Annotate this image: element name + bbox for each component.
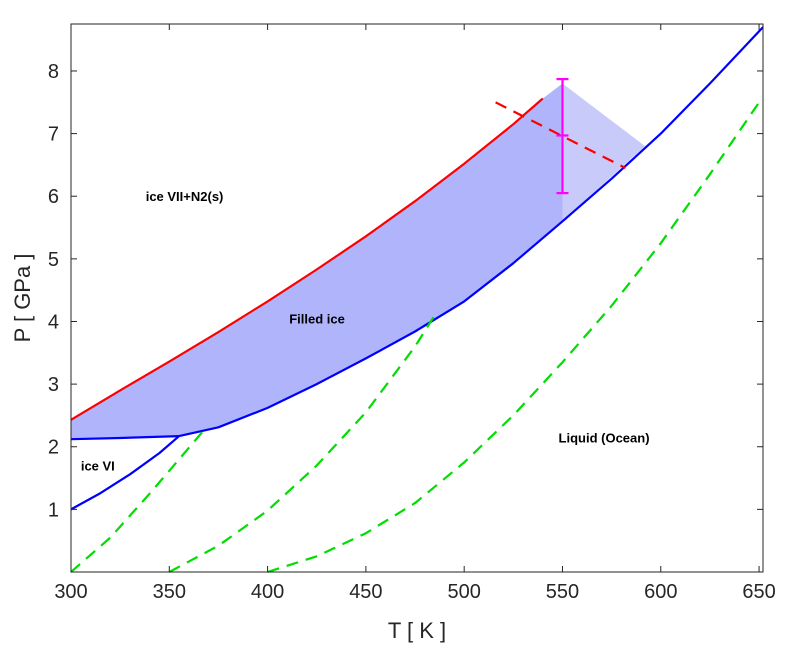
x-tick-label: 550	[546, 581, 579, 603]
y-tick-label: 4	[48, 311, 59, 333]
y-axis-title: P [ GPa ]	[10, 254, 35, 343]
filled-ice-region	[71, 83, 563, 440]
uncertainty-triangle	[562, 83, 645, 222]
ice-VI-melting-line	[70, 435, 180, 511]
upper-boundary-line	[70, 97, 544, 421]
region-label: Liquid (Ocean)	[559, 430, 650, 445]
lower-boundary-line	[178, 26, 764, 438]
y-tick-label: 3	[48, 374, 59, 396]
estimate-line-line	[495, 101, 626, 169]
geotherm-2-line	[168, 311, 438, 573]
region-label: ice VII+N2(s)	[146, 189, 224, 204]
error-bar-layer	[556, 78, 569, 195]
x-tick-label: 350	[153, 581, 186, 603]
x-tick-label: 600	[644, 581, 677, 603]
tick-layer: 300 350 400 450 500 550 600 650 1 2 3 4 5 6 7 8	[48, 24, 776, 603]
axes-frame	[70, 23, 764, 573]
region-label: Filled ice	[289, 311, 345, 326]
geotherm-1-line	[70, 428, 206, 573]
region-label: ice VI	[81, 459, 115, 474]
x-tick-label: 500	[447, 581, 480, 603]
y-tick-label: 5	[48, 249, 59, 271]
y-tick-label: 6	[48, 186, 59, 208]
x-axis-title: T [ K ]	[388, 618, 446, 643]
series-layer	[70, 26, 764, 574]
ice-VI-boundary-line	[70, 435, 180, 441]
plot-frame	[70, 23, 764, 573]
region-label-layer: ice VII+N2(s) Filled ice ice VI Liquid (Oce…	[81, 189, 650, 473]
x-tick-label: 400	[251, 581, 284, 603]
y-tick-label: 7	[48, 124, 59, 146]
x-tick-label: 650	[742, 581, 775, 603]
y-tick-label: 1	[48, 499, 59, 521]
y-tick-label: 2	[48, 437, 59, 459]
geotherm-3-line	[267, 101, 761, 574]
y-tick-label: 8	[48, 61, 59, 83]
x-tick-label: 450	[349, 581, 382, 603]
x-tick-label: 300	[54, 581, 87, 603]
fill-layer	[71, 83, 645, 440]
